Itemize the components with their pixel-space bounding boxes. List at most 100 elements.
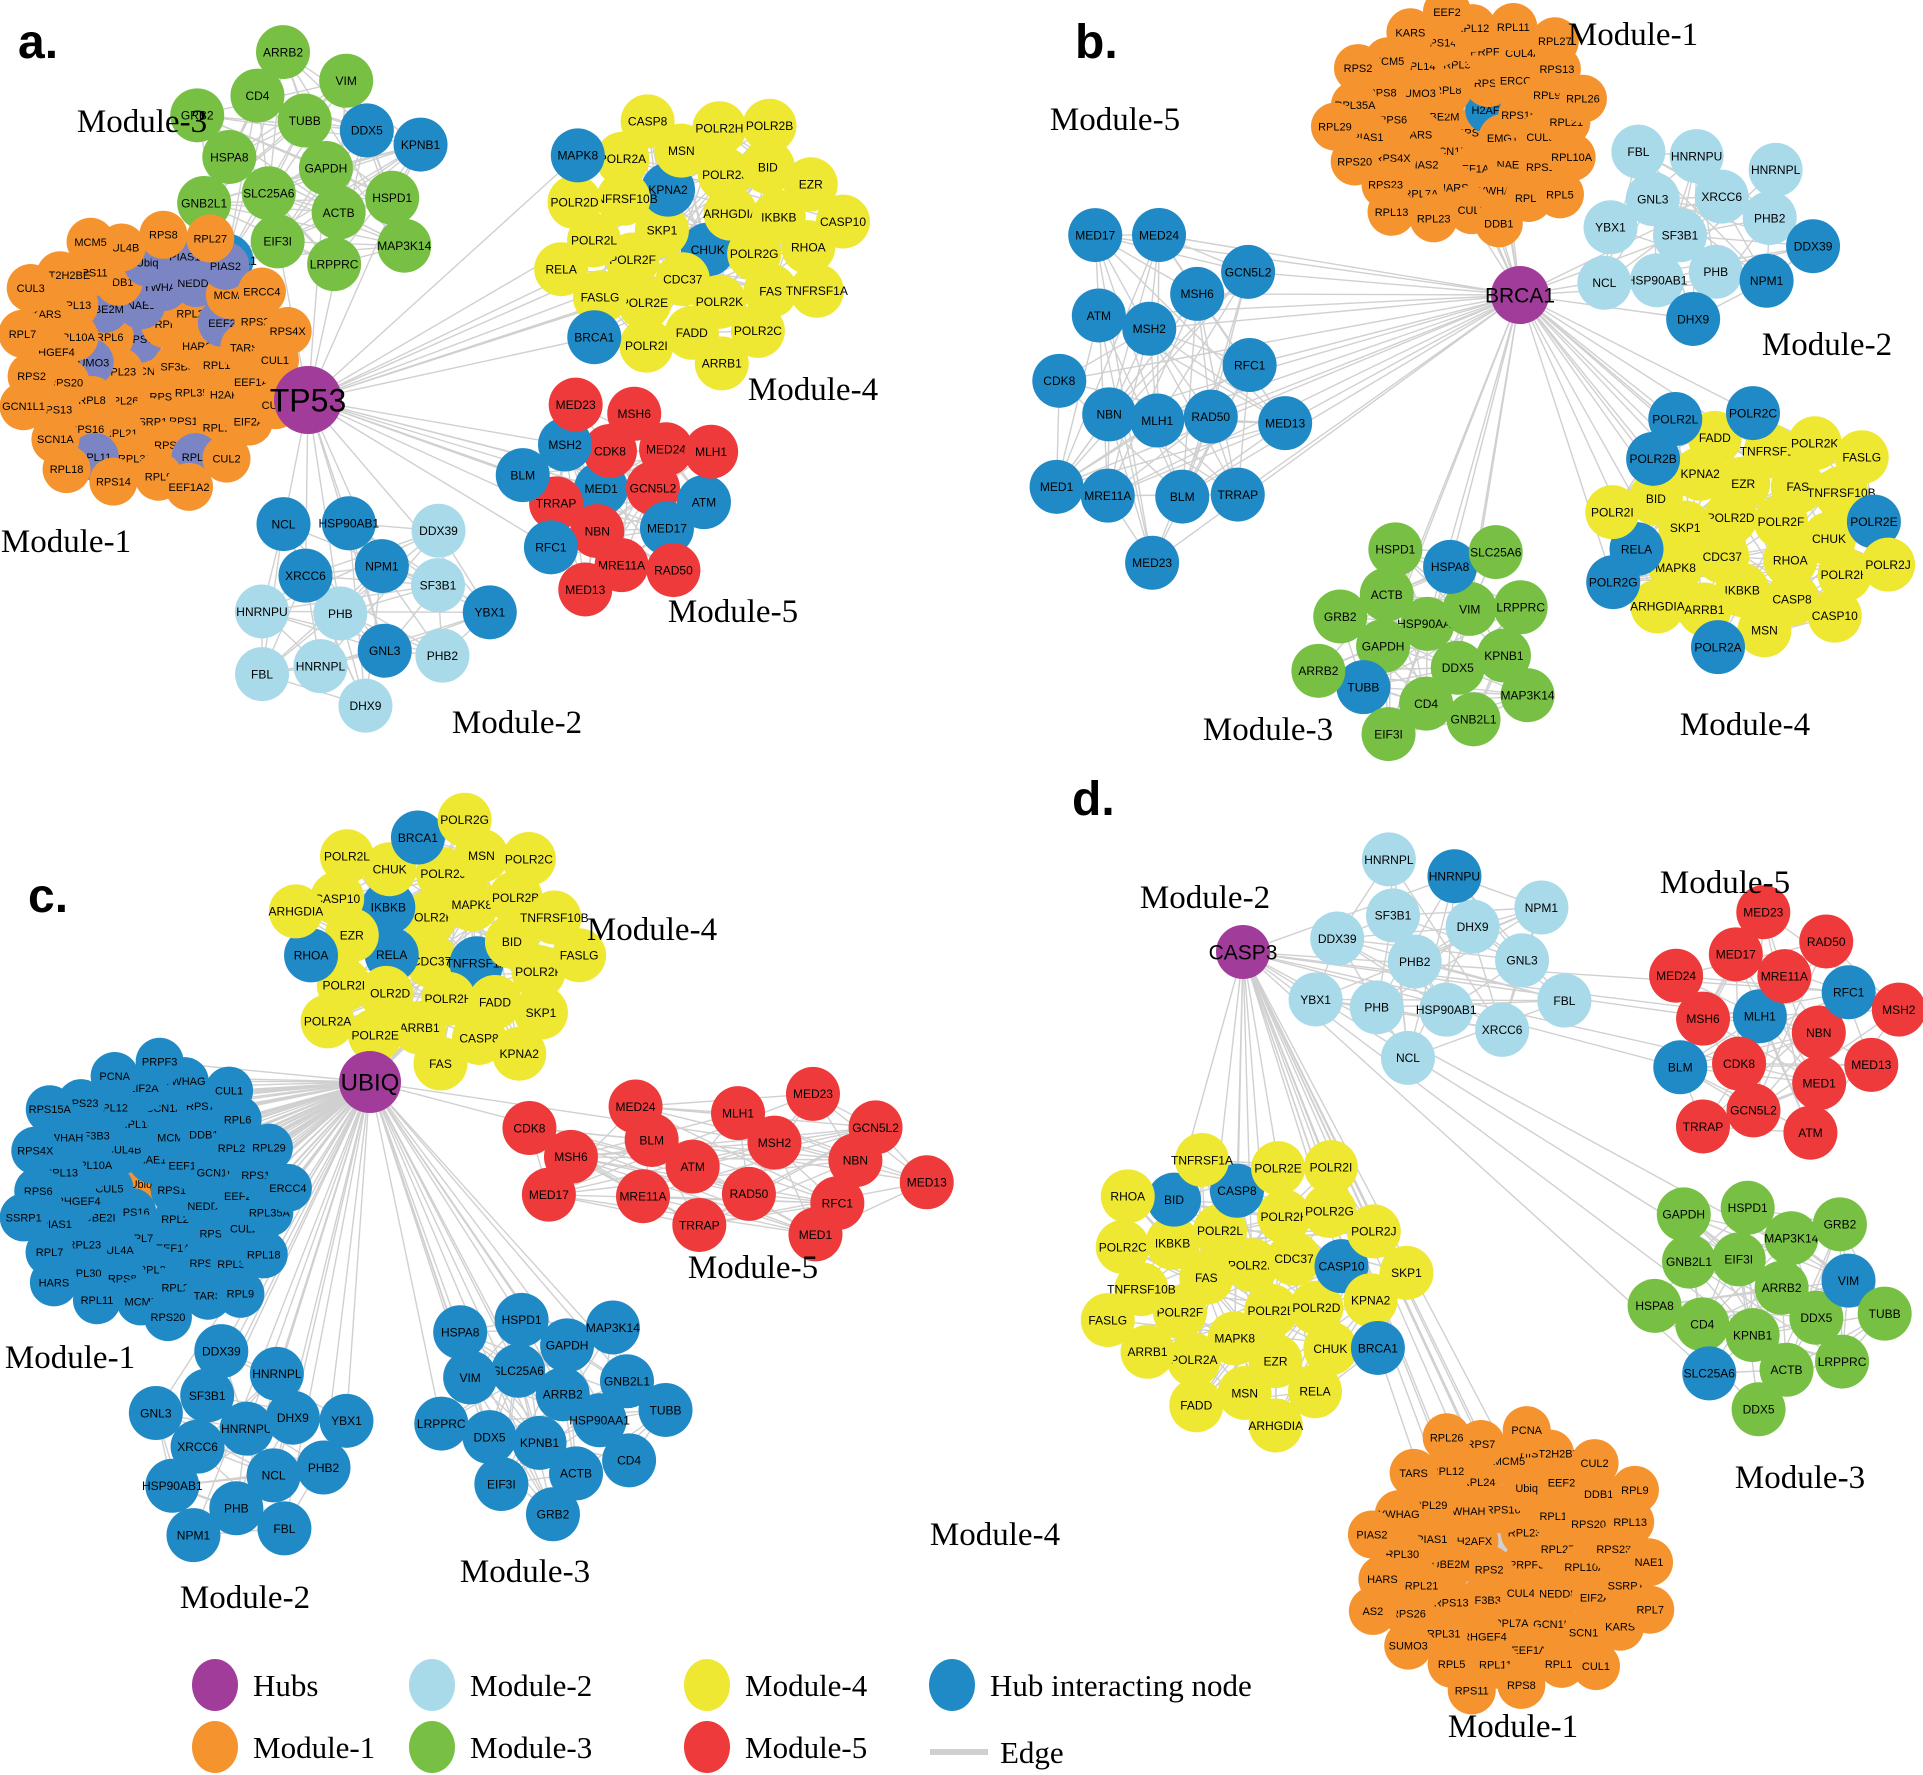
node-POLR2G[interactable]: POLR2G — [1586, 555, 1641, 610]
node-HNRNPU[interactable]: HNRNPU — [219, 1401, 274, 1456]
node-circle-MAP3K14[interactable] — [585, 1300, 640, 1355]
node-circle-LRPPRC[interactable] — [414, 1396, 469, 1451]
node-YBX1[interactable]: YBX1 — [1583, 200, 1638, 255]
node-DDX5[interactable]: DDX5 — [1789, 1290, 1844, 1345]
node-LRPPRC[interactable]: LRPPRC — [1815, 1334, 1870, 1389]
node-circle-POLR2D[interactable] — [1289, 1280, 1344, 1335]
node-circle-HNRNPU[interactable] — [234, 584, 289, 639]
node-GNL3[interactable]: GNL3 — [128, 1386, 183, 1441]
node-circle-NCL[interactable] — [1380, 1030, 1435, 1085]
node-circle-KPNB1[interactable] — [512, 1415, 567, 1470]
node-circle-CD4[interactable] — [230, 68, 285, 123]
node-ARRB2[interactable]: ARRB2 — [1291, 643, 1346, 698]
node-circle-RPL11[interactable] — [72, 1276, 121, 1325]
node-POLR2B[interactable]: POLR2B — [1626, 431, 1681, 486]
node-circle-GRB2[interactable] — [1313, 589, 1368, 644]
node-circle-POLR2L[interactable] — [1648, 392, 1703, 447]
node-circle-HSP90AA1[interactable] — [1400, 596, 1455, 651]
node-circle-VIM[interactable] — [1442, 581, 1497, 636]
node-RPL9[interactable]: RPL9 — [1610, 1465, 1659, 1514]
node-circle-AS2[interactable] — [1348, 1586, 1397, 1635]
node-ACTB[interactable]: ACTB — [549, 1446, 604, 1501]
node-MED13[interactable]: MED13 — [899, 1155, 954, 1210]
node-RPL10A[interactable]: RPL10A — [1547, 133, 1596, 182]
node-SLC25A6[interactable]: SLC25A6 — [241, 166, 296, 221]
node-circle-MSH2[interactable] — [1871, 982, 1923, 1037]
node-circle-TUBB[interactable] — [1336, 660, 1391, 715]
node-circle-ACTB[interactable] — [1359, 567, 1414, 622]
node-circle-RHOA[interactable] — [284, 928, 339, 983]
node-circle-PHB2[interactable] — [415, 628, 470, 683]
node-MLH1[interactable]: MLH1 — [1732, 989, 1787, 1044]
node-circle-RFC1[interactable] — [1222, 338, 1277, 393]
node-BRCA1[interactable]: BRCA1 — [390, 810, 445, 865]
node-circle-POLR2C[interactable] — [501, 831, 556, 886]
node-KARS[interactable]: KARS — [1386, 8, 1435, 57]
node-RPS4X[interactable]: RPS4X — [11, 1126, 60, 1175]
node-RPS4X[interactable]: RPS4X — [263, 307, 312, 356]
node-circle-GAPDH[interactable] — [1356, 619, 1411, 674]
node-circle-RPS14[interactable] — [89, 457, 138, 506]
node-BRCA1[interactable]: BRCA1 — [1350, 1320, 1405, 1375]
node-MSH6[interactable]: MSH6 — [1170, 266, 1225, 321]
node-EIF3I[interactable]: EIF3I — [1711, 1232, 1766, 1287]
node-TRRAP[interactable]: TRRAP — [1210, 467, 1265, 522]
node-SKP1[interactable]: SKP1 — [1379, 1245, 1434, 1300]
node-circle-POLR2D[interactable] — [359, 965, 414, 1020]
node-DDX39[interactable]: DDX39 — [411, 503, 466, 558]
node-RFC1[interactable]: RFC1 — [1222, 338, 1277, 393]
node-GRB2[interactable]: GRB2 — [1313, 589, 1368, 644]
node-circle-RPL9[interactable] — [216, 1269, 265, 1318]
node-RFC1[interactable]: RFC1 — [523, 520, 578, 575]
node-SUMO3[interactable]: SUMO3 — [1384, 1621, 1433, 1670]
node-circle-NCL[interactable] — [1577, 255, 1632, 310]
node-POLR2B[interactable]: POLR2B — [742, 98, 797, 153]
node-MED23[interactable]: MED23 — [548, 377, 603, 432]
node-TRRAP[interactable]: TRRAP — [672, 1197, 727, 1252]
node-circle-ARRB1[interactable] — [694, 336, 749, 391]
node-circle-POLR2I[interactable] — [1303, 1140, 1358, 1195]
node-circle-POLR2K[interactable] — [1787, 416, 1842, 471]
node-circle-MED13[interactable] — [1844, 1037, 1899, 1092]
node-CUL1[interactable]: CUL1 — [1571, 1642, 1620, 1691]
node-POLR2A[interactable]: POLR2A — [300, 994, 355, 1049]
node-MED1[interactable]: MED1 — [1792, 1056, 1847, 1111]
node-circle-HNRNPU[interactable] — [1669, 129, 1724, 184]
node-circle-NBN[interactable] — [1791, 1005, 1846, 1060]
node-HARS[interactable]: HARS — [29, 1258, 78, 1307]
node-circle-DDX39[interactable] — [194, 1324, 249, 1379]
node-circle-BLM[interactable] — [1155, 469, 1210, 524]
node-MAP3K14[interactable]: MAP3K14 — [585, 1300, 640, 1355]
node-circle-POLR2E[interactable] — [1846, 494, 1901, 549]
node-circle-TRRAP[interactable] — [1210, 467, 1265, 522]
node-RHOA[interactable]: RHOA — [284, 928, 339, 983]
node-MED1[interactable]: MED1 — [1029, 459, 1084, 514]
node-POLR2G[interactable]: POLR2G — [1302, 1183, 1357, 1238]
node-circle-GCN5L2[interactable] — [1221, 244, 1276, 299]
node-FASLG[interactable]: FASLG — [572, 270, 627, 325]
node-EIF3I[interactable]: EIF3I — [1361, 707, 1416, 762]
node-NCL[interactable]: NCL — [256, 497, 311, 552]
hub-node-UBIQ[interactable]: UBIQ — [339, 1051, 401, 1113]
node-circle-CDK8[interactable] — [502, 1100, 557, 1155]
node-circle-DDX5[interactable] — [1430, 640, 1485, 695]
node-POLR2F[interactable]: POLR2F — [511, 944, 566, 999]
node-GNL3[interactable]: GNL3 — [1495, 933, 1550, 988]
node-circle-POLR2F[interactable] — [511, 944, 566, 999]
node-SF3B1[interactable]: SF3B1 — [410, 558, 465, 613]
node-circle-POLR2G[interactable] — [1302, 1183, 1357, 1238]
node-POLR2H[interactable]: POLR2H — [692, 101, 747, 156]
node-circle-POLR2G[interactable] — [437, 792, 492, 847]
node-FBL[interactable]: FBL — [257, 1501, 312, 1556]
node-SF3B1[interactable]: SF3B1 — [180, 1368, 235, 1423]
node-CD4[interactable]: CD4 — [602, 1433, 657, 1488]
node-HSPD1[interactable]: HSPD1 — [1720, 1180, 1775, 1235]
node-circle-MED24[interactable] — [608, 1079, 663, 1134]
node-BID[interactable]: BID — [740, 139, 795, 194]
node-POLR2K[interactable]: POLR2K — [1787, 416, 1842, 471]
node-circle-CASP10[interactable] — [310, 871, 365, 926]
node-circle-CD4[interactable] — [1399, 676, 1454, 731]
node-PHB[interactable]: PHB — [1349, 980, 1404, 1035]
node-circle-DHX9[interactable] — [265, 1390, 320, 1445]
node-NPM1[interactable]: NPM1 — [354, 539, 409, 594]
